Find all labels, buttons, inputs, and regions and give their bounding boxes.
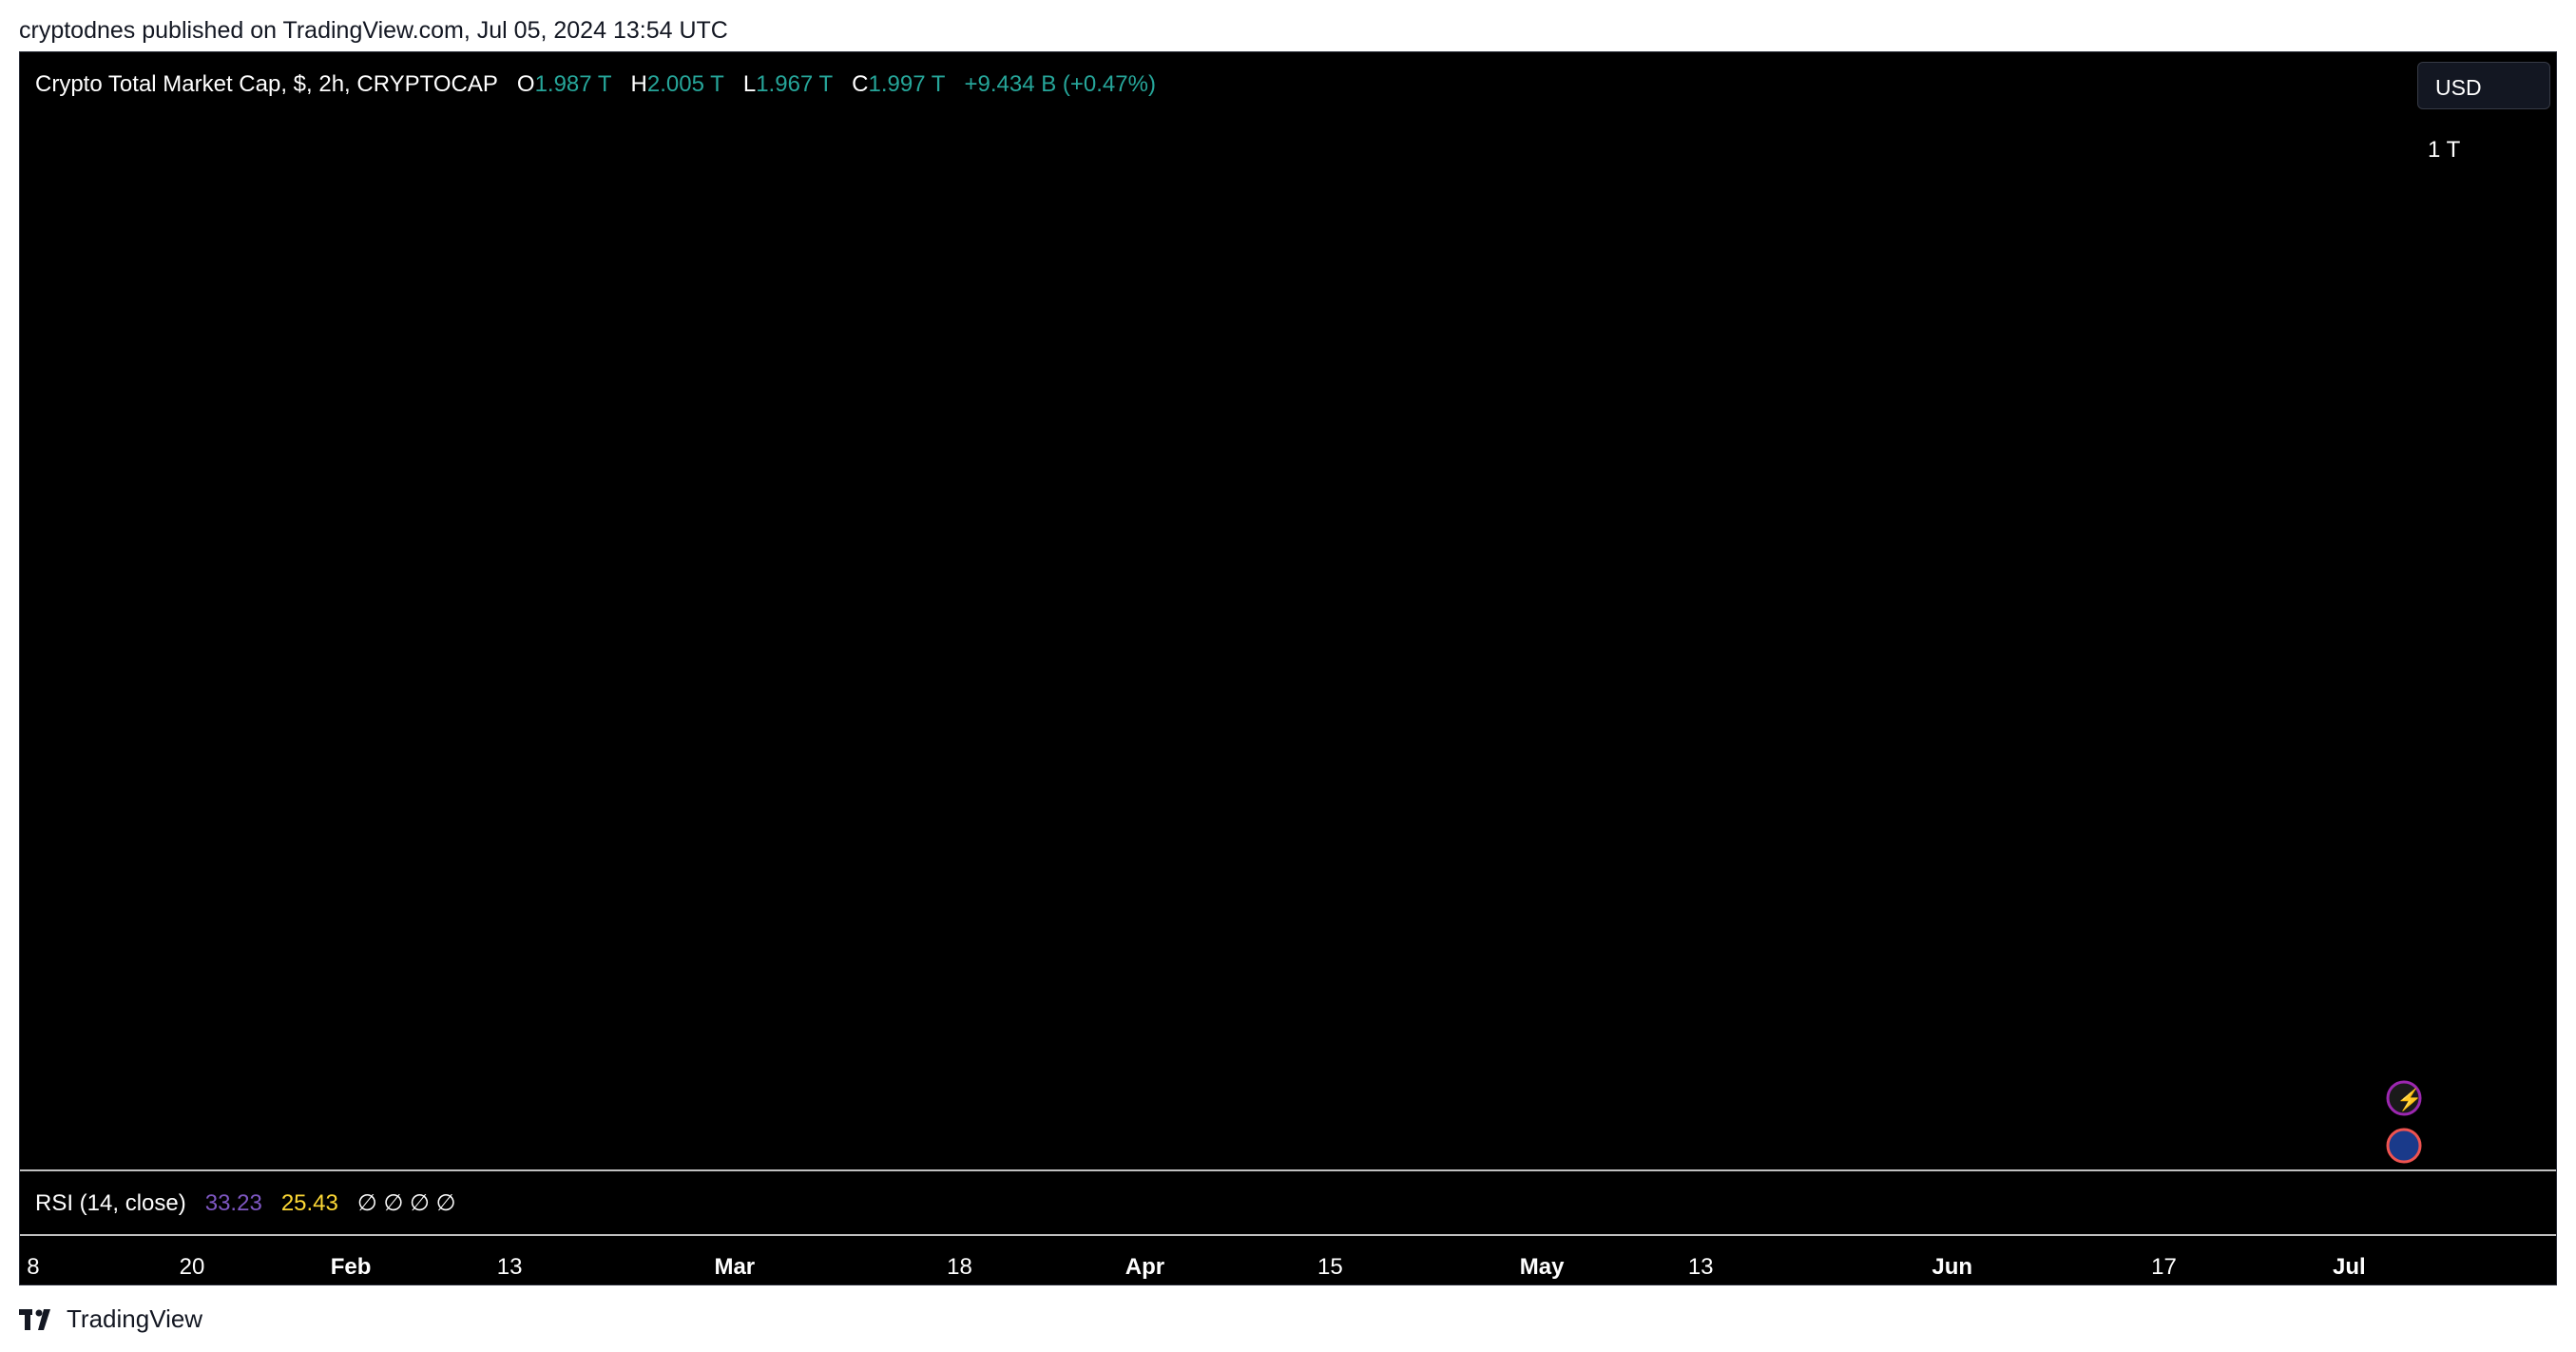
brand-label: TradingView (67, 1304, 203, 1333)
x-tick-label: Apr (1125, 1254, 1164, 1280)
legend-high-label: H (630, 71, 647, 97)
legend-open-label: O (516, 71, 535, 97)
legend-open-value: 1.987 T (534, 71, 612, 97)
rsi-null-values: ∅ ∅ ∅ ∅ (356, 1190, 456, 1216)
x-tick-label: 18 (947, 1254, 972, 1280)
tradingview-brand[interactable]: TradingView (19, 1304, 202, 1334)
x-tick-label: 17 (2151, 1254, 2177, 1280)
x-tick-label: 8 (27, 1254, 39, 1280)
flash-event-glyph: ⚡ (2396, 1088, 2422, 1112)
currency-button[interactable]: USD (2417, 62, 2550, 109)
legend-close-label: C (852, 71, 869, 97)
legend-high-value: 2.005 T (646, 71, 724, 97)
rsi-value: 33.23 (204, 1190, 262, 1216)
chart-frame[interactable]: 2.8 T2.6 T2.4 T2.2 T1.8 T1.6 T1.4 T1.2 T… (19, 51, 2557, 1285)
tradingview-logo-icon (19, 1308, 50, 1330)
rsi-ma-value: 25.43 (280, 1190, 338, 1216)
legend-change: +9.434 B (+0.47%) (964, 71, 1156, 97)
legend-low-value: 1.967 T (756, 71, 834, 97)
flash-event-icon (2386, 1080, 2422, 1116)
legend-title[interactable]: Crypto Total Market Cap, $, 2h, CRYPTOCA… (35, 71, 498, 97)
publish-caption: cryptodnes published on TradingView.com,… (19, 17, 728, 44)
x-tick-label: 13 (497, 1254, 523, 1280)
x-tick-label: 20 (180, 1254, 205, 1280)
x-tick-label: 13 (1688, 1254, 1714, 1280)
rsi-legend: RSI (14, close) 33.23 25.43 ∅ ∅ ∅ ∅ (35, 1189, 456, 1217)
legend-close-value: 1.997 T (868, 71, 946, 97)
x-tick-label: 15 (1317, 1254, 1343, 1280)
x-tick-label: Jun (1932, 1254, 1972, 1280)
legend-low-label: L (742, 71, 757, 97)
rsi-name[interactable]: RSI (14, close) (35, 1190, 186, 1216)
x-tick-label: Mar (714, 1254, 755, 1280)
y-tick-label: 1 T (2428, 137, 2461, 163)
x-tick-label: May (1520, 1254, 1565, 1280)
x-tick-label: Feb (331, 1254, 372, 1280)
symbol-legend: Crypto Total Market Cap, $, 2h, CRYPTOCA… (35, 71, 1156, 98)
x-tick-label: Jul (2333, 1254, 2366, 1280)
price-chart[interactable]: 2.8 T2.6 T2.4 T2.2 T1.8 T1.6 T1.4 T1.2 T… (20, 52, 2557, 1285)
us-flag-event-icon (2386, 1128, 2422, 1164)
